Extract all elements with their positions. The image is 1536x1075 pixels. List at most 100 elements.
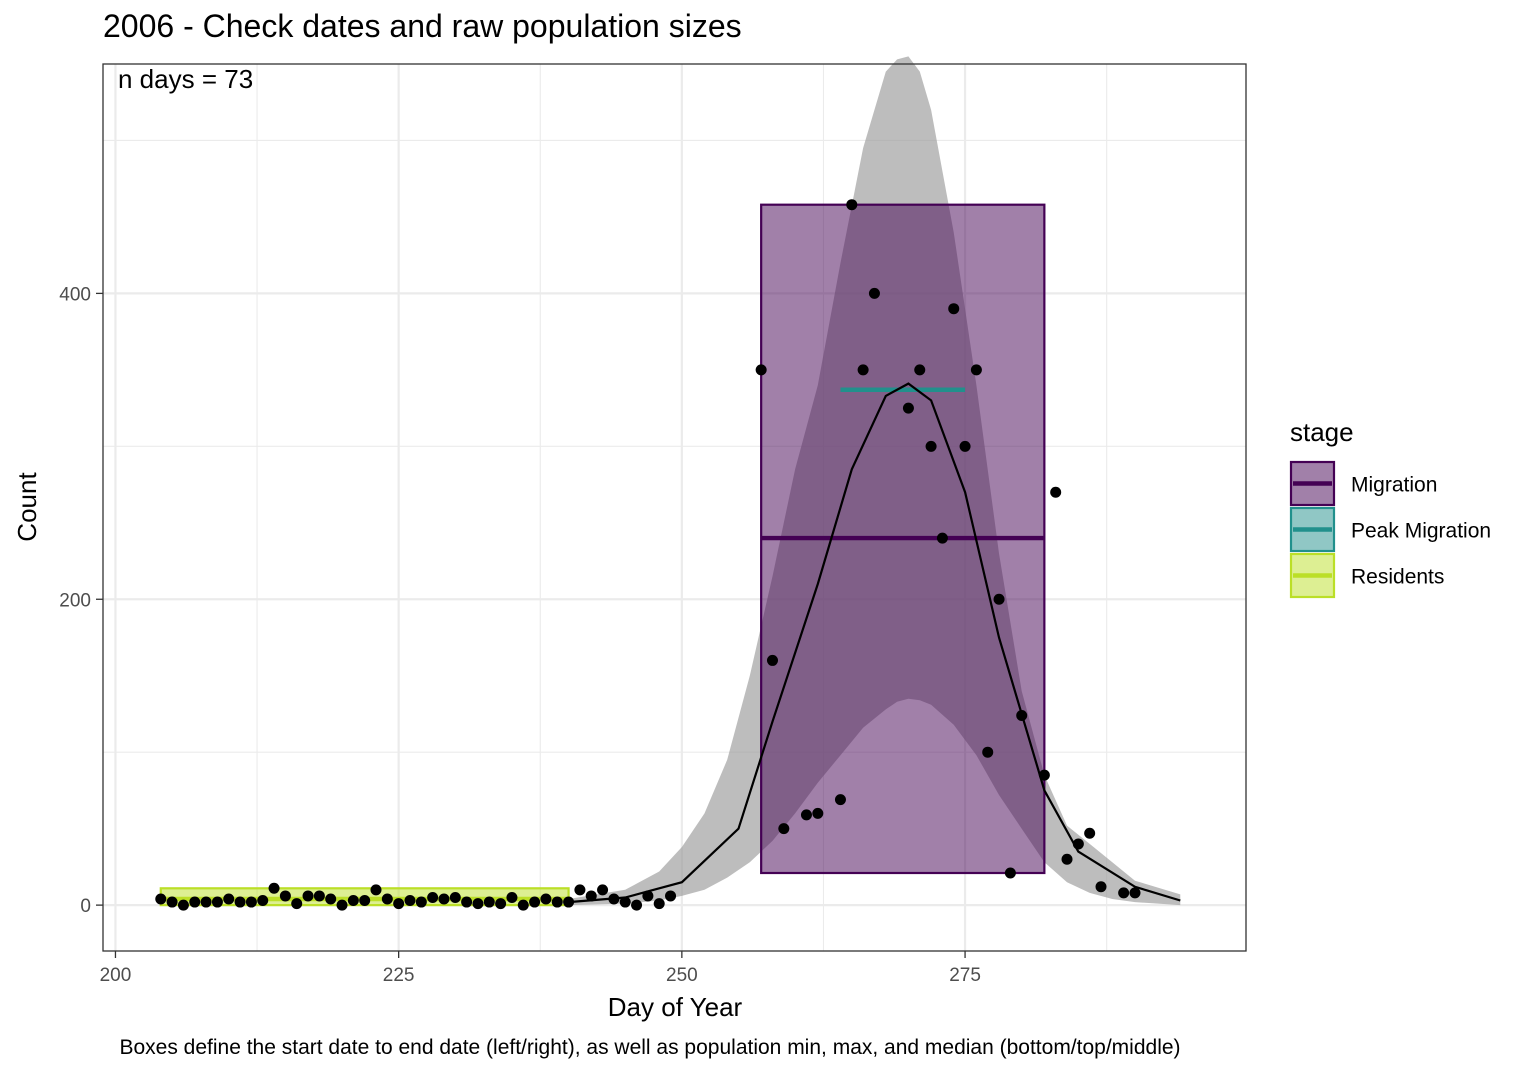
- chart-caption: Boxes define the start date to end date …: [119, 1036, 1181, 1059]
- data-point: [381, 893, 393, 905]
- data-point: [189, 896, 201, 908]
- data-point: [1072, 838, 1084, 850]
- fitted-curve: [568, 382, 1181, 904]
- data-point: [427, 891, 439, 903]
- x-axis-ticks: 200 225 250 275: [100, 951, 981, 986]
- data-point: [1004, 867, 1016, 879]
- data-point: [461, 896, 473, 908]
- data-point: [914, 364, 926, 376]
- data-point: [936, 532, 948, 544]
- data-point: [993, 593, 1005, 605]
- data-point: [948, 303, 960, 315]
- data-point: [925, 440, 937, 452]
- data-point: [653, 898, 665, 910]
- data-point: [597, 884, 609, 896]
- data-point: [177, 899, 189, 911]
- data-point: [1118, 887, 1130, 899]
- y-tick-label: 200: [59, 590, 91, 611]
- data-point: [665, 890, 677, 902]
- data-point: [551, 896, 563, 908]
- data-point: [642, 890, 654, 902]
- data-point: [495, 898, 507, 910]
- panel-background: [103, 64, 1246, 951]
- data-point: [517, 899, 529, 911]
- data-point: [1129, 887, 1141, 899]
- data-point: [1061, 853, 1073, 865]
- x-tick-label: 275: [949, 965, 981, 986]
- data-point: [1084, 827, 1096, 839]
- n-days-annotation: n days = 73: [118, 64, 253, 94]
- data-point: [415, 896, 427, 908]
- data-point: [766, 654, 778, 666]
- data-point: [291, 898, 303, 910]
- data-point: [800, 809, 812, 821]
- data-point: [574, 884, 586, 896]
- data-point: [223, 893, 235, 905]
- data-point: [529, 896, 541, 908]
- legend-label-residents: Residents: [1351, 566, 1444, 589]
- data-point: [982, 746, 994, 758]
- data-point: [868, 287, 880, 299]
- data-point: [404, 895, 416, 907]
- x-tick-label: 200: [100, 965, 132, 986]
- data-point: [302, 890, 314, 902]
- data-point: [834, 794, 846, 806]
- data-point: [506, 891, 518, 903]
- legend-title: stage: [1290, 417, 1354, 447]
- data-point: [608, 893, 620, 905]
- data-point: [313, 890, 325, 902]
- chart-title: 2006 - Check dates and raw population si…: [103, 8, 742, 44]
- data-point: [585, 890, 597, 902]
- x-tick-label: 250: [666, 965, 698, 986]
- data-point: [359, 895, 371, 907]
- legend-label-migration: Migration: [1351, 474, 1437, 497]
- data-point: [393, 898, 405, 910]
- data-point: [1016, 709, 1028, 721]
- data-point: [1095, 881, 1107, 893]
- data-point: [970, 364, 982, 376]
- y-tick-label: 0: [80, 896, 91, 917]
- x-axis-title: Day of Year: [608, 992, 743, 1022]
- panel-border: [102, 63, 1247, 952]
- data-point: [257, 895, 269, 907]
- data-point: [619, 896, 631, 908]
- data-point: [812, 807, 824, 819]
- data-point: [347, 895, 359, 907]
- data-point: [325, 893, 337, 905]
- grid: [103, 64, 1246, 951]
- data-point: [846, 199, 858, 211]
- data-point: [336, 899, 348, 911]
- data-point: [483, 896, 495, 908]
- data-point: [1050, 486, 1062, 498]
- data-point: [245, 896, 257, 908]
- y-axis-ticks: 0 200 400: [59, 284, 103, 917]
- fit-line: [568, 382, 1181, 904]
- data-point: [778, 823, 790, 835]
- data-point: [234, 896, 246, 908]
- legend-label-peak-migration: Peak Migration: [1351, 520, 1491, 543]
- data-point: [211, 896, 223, 908]
- legend: stage Migration Peak Migration Residents: [1289, 417, 1491, 599]
- data-point: [540, 893, 552, 905]
- data-points: [155, 199, 1141, 911]
- data-point: [563, 896, 575, 908]
- data-point: [279, 890, 291, 902]
- data-point: [631, 899, 643, 911]
- data-point: [902, 402, 914, 414]
- data-point: [268, 882, 280, 894]
- data-point: [155, 893, 167, 905]
- data-point: [449, 891, 461, 903]
- data-point: [857, 364, 869, 376]
- data-point: [438, 893, 450, 905]
- data-point: [472, 898, 484, 910]
- data-point: [1038, 769, 1050, 781]
- data-point: [755, 364, 767, 376]
- data-point: [200, 896, 212, 908]
- x-tick-label: 225: [383, 965, 415, 986]
- y-axis-title: Count: [12, 472, 42, 542]
- data-point: [166, 896, 178, 908]
- data-point: [370, 884, 382, 896]
- y-tick-label: 400: [59, 284, 91, 305]
- data-point: [959, 440, 971, 452]
